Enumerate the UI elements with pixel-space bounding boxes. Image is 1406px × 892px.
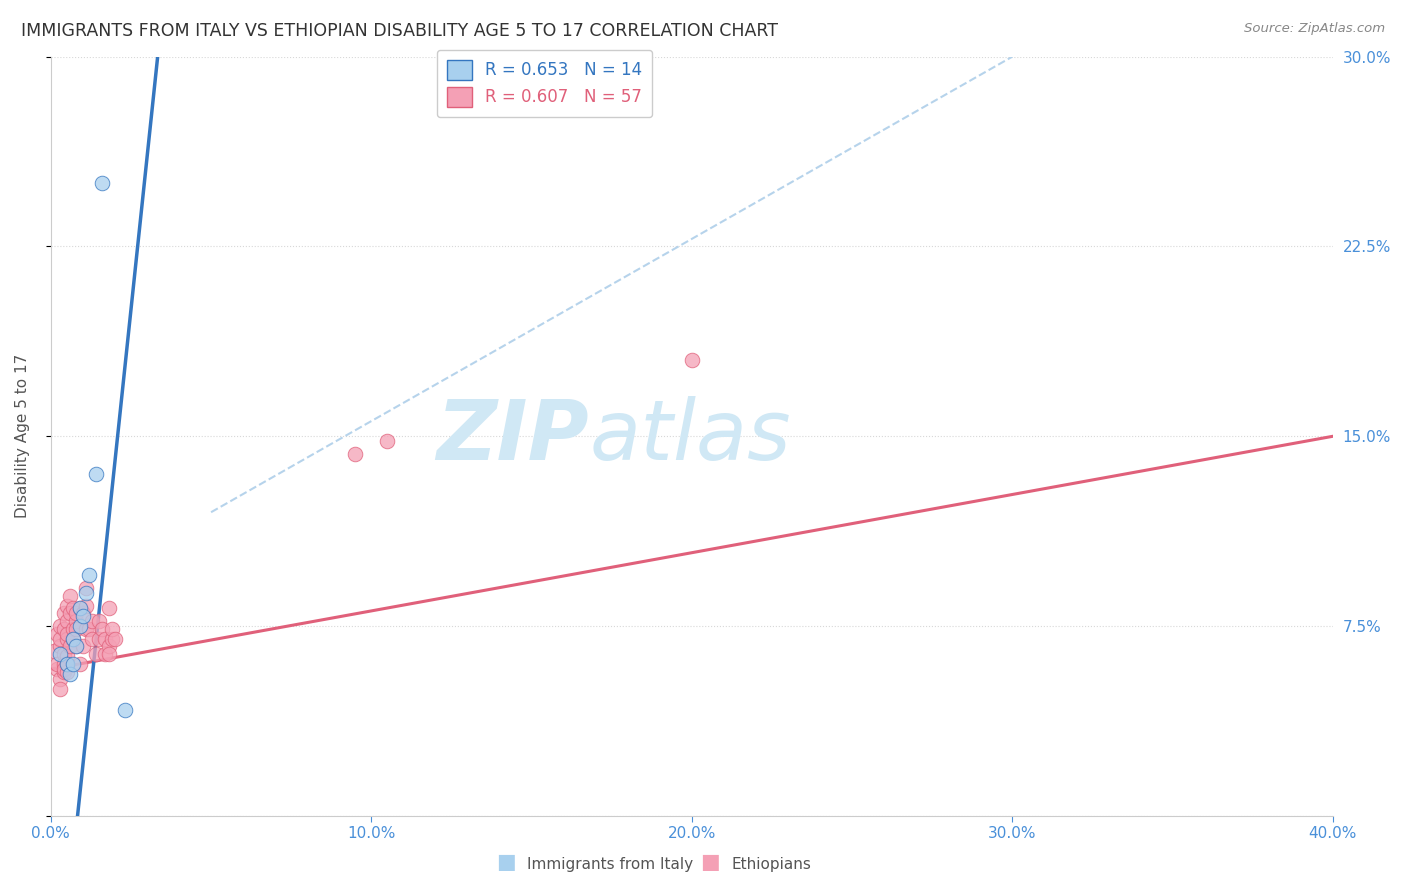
Point — [49, 640, 72, 654]
Point — [42, 644, 65, 658]
Point — [91, 176, 114, 190]
Point — [84, 467, 107, 482]
Point — [75, 586, 97, 600]
Point — [65, 640, 87, 654]
Point — [681, 353, 703, 368]
Point — [59, 589, 82, 603]
Point — [52, 657, 75, 671]
Point — [46, 662, 69, 676]
Point — [52, 647, 75, 661]
Point — [49, 632, 72, 646]
Point — [62, 632, 84, 646]
Point — [69, 619, 91, 633]
Point — [56, 614, 79, 628]
Point — [91, 622, 114, 636]
Point — [52, 622, 75, 636]
Point — [69, 601, 91, 615]
Point — [72, 607, 94, 621]
Point — [49, 672, 72, 686]
Point — [49, 647, 72, 661]
Point — [52, 665, 75, 679]
Point — [97, 601, 120, 615]
Point — [59, 667, 82, 681]
Point — [49, 619, 72, 633]
Point — [344, 447, 367, 461]
Point — [97, 647, 120, 661]
Point — [69, 601, 91, 615]
Point — [52, 662, 75, 676]
Point — [114, 703, 136, 717]
Y-axis label: Disability Age 5 to 17: Disability Age 5 to 17 — [15, 354, 30, 518]
Text: Source: ZipAtlas.com: Source: ZipAtlas.com — [1244, 22, 1385, 36]
Point — [56, 649, 79, 664]
Point — [72, 640, 94, 654]
Point — [56, 665, 79, 679]
Point — [46, 626, 69, 640]
Point — [56, 626, 79, 640]
Legend: R = 0.653   N = 14, R = 0.607   N = 57: R = 0.653 N = 14, R = 0.607 N = 57 — [437, 50, 652, 117]
Point — [56, 632, 79, 646]
Point — [52, 607, 75, 621]
Point — [59, 640, 82, 654]
Point — [69, 657, 91, 671]
Point — [79, 622, 101, 636]
Point — [97, 640, 120, 654]
Point — [375, 434, 398, 449]
Point — [56, 657, 79, 671]
Point — [65, 607, 87, 621]
Point — [75, 622, 97, 636]
Point — [62, 601, 84, 615]
Point — [56, 657, 79, 671]
Text: ZIP: ZIP — [437, 396, 589, 477]
Point — [100, 622, 122, 636]
Text: IMMIGRANTS FROM ITALY VS ETHIOPIAN DISABILITY AGE 5 TO 17 CORRELATION CHART: IMMIGRANTS FROM ITALY VS ETHIOPIAN DISAB… — [21, 22, 778, 40]
Point — [62, 657, 84, 671]
Text: ■: ■ — [496, 853, 516, 872]
Point — [87, 614, 110, 628]
Point — [82, 632, 104, 646]
Point — [104, 632, 127, 646]
Text: Ethiopians: Ethiopians — [731, 857, 811, 872]
Point — [84, 647, 107, 661]
Point — [62, 632, 84, 646]
Point — [65, 622, 87, 636]
Text: Immigrants from Italy: Immigrants from Italy — [527, 857, 693, 872]
Point — [65, 640, 87, 654]
Point — [65, 614, 87, 628]
Point — [82, 614, 104, 628]
Point — [87, 632, 110, 646]
Point — [46, 657, 69, 671]
Point — [94, 647, 117, 661]
Text: atlas: atlas — [589, 396, 792, 477]
Point — [75, 581, 97, 595]
Point — [72, 609, 94, 624]
Point — [59, 607, 82, 621]
Point — [94, 632, 117, 646]
Point — [62, 622, 84, 636]
Point — [75, 599, 97, 613]
Text: ■: ■ — [700, 853, 720, 872]
Point — [79, 568, 101, 582]
Point — [56, 599, 79, 613]
Point — [100, 632, 122, 646]
Point — [49, 682, 72, 697]
